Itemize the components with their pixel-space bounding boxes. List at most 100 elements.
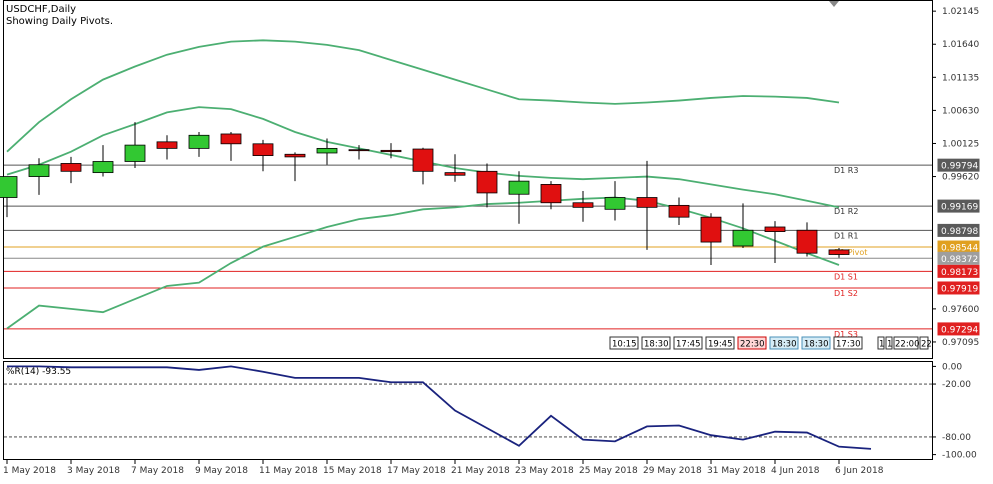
session-time-label: 22:00 (895, 340, 920, 350)
candle-body (508, 180, 530, 195)
candle (0, 176, 18, 218)
candle-body (604, 197, 626, 210)
session-time-box (769, 336, 799, 350)
candle (604, 181, 626, 221)
candle (540, 181, 562, 210)
candle (764, 221, 786, 264)
candle-body (60, 163, 82, 172)
pivot-price-box (937, 322, 980, 336)
upper-band-line (6, 39, 840, 153)
x-axis-tick-label: 29 May 2018 (643, 466, 702, 476)
candle-body (572, 202, 594, 208)
x-axis-tick-label: 9 May 2018 (195, 466, 248, 476)
x-axis-tick-label: 6 Jun 2018 (835, 466, 884, 476)
pivot-label: D1 S2 (834, 289, 858, 298)
pivot-price-label: 0.98544 (941, 244, 978, 254)
price-axis-tick-label: 1.01135 (942, 73, 979, 83)
candle-body (540, 184, 562, 204)
candle (412, 147, 434, 185)
indicator-title: %R(14) -93.55 (6, 367, 71, 377)
indicator-axis-tick-label: 0.00 (942, 362, 962, 372)
pivot-label: D1 Pivot (834, 248, 867, 257)
pivot-price-label: 0.99794 (941, 162, 978, 172)
candle (284, 152, 306, 182)
session-time-box (893, 336, 919, 350)
candle-body (92, 161, 114, 174)
symbol-title: USDCHF,Daily (6, 4, 76, 15)
indicator-axis-tick-label: -100.00 (942, 451, 977, 461)
candle-body (796, 229, 818, 254)
x-axis-tick-label: 3 May 2018 (67, 466, 120, 476)
price-axis-tick-label: 1.00125 (942, 139, 979, 149)
candle-body (700, 216, 722, 243)
candle (700, 213, 722, 265)
x-axis-tick-label: 7 May 2018 (131, 466, 184, 476)
session-time-box (833, 336, 863, 350)
pivot-price-label: 0.97919 (941, 284, 978, 294)
candle (60, 156, 82, 184)
candle (636, 160, 658, 250)
candle (732, 203, 754, 248)
pivot-price-label: 0.98372 (941, 255, 978, 265)
session-time-box (673, 336, 703, 350)
session-time-label: 17:30 (836, 340, 861, 350)
chart-shift-marker-icon[interactable] (829, 1, 839, 7)
candle (476, 163, 498, 208)
indicator-panel-frame (3, 361, 933, 460)
pivot-label: D1 R3 (834, 166, 858, 175)
session-time-label: 18:30 (772, 340, 797, 350)
candle (124, 122, 146, 169)
candle (252, 139, 274, 172)
price-axis-tick-label: 0.97095 (942, 338, 979, 348)
x-axis-tick-label: 1 May 2018 (3, 466, 56, 476)
candle-body (188, 134, 210, 149)
candle-body (764, 226, 786, 232)
x-axis-tick-label: 23 May 2018 (515, 466, 574, 476)
candle (796, 222, 818, 257)
x-axis-tick-label: 17 May 2018 (387, 466, 446, 476)
candle (220, 132, 242, 161)
x-axis-tick-label: 25 May 2018 (579, 466, 638, 476)
candle (572, 190, 594, 222)
price-axis-tick-label: 0.99620 (942, 173, 979, 183)
price-layer: D1 R3 D1 R2 D1 R1 D1 Pivot D1 S1 D1 S2 D1 S3 10… (0, 39, 932, 350)
indicator-axis-tick-label: -20.00 (942, 380, 971, 390)
indicator-layer: %R(14) -93.55 (4, 365, 932, 450)
pivot-price-box (937, 199, 980, 213)
session-time-label: 17:45 (676, 340, 701, 350)
session-time-label: 18:30 (804, 340, 829, 350)
candle (92, 145, 114, 177)
candle (28, 158, 50, 195)
candle (668, 197, 690, 226)
candle-body (444, 172, 466, 176)
candle (380, 143, 402, 159)
candle (444, 154, 466, 182)
candle (508, 171, 530, 224)
candle-body (636, 197, 658, 208)
pivot-price-label: 0.99169 (941, 203, 978, 213)
candle-body (380, 149, 402, 153)
candle-body (316, 147, 338, 154)
candle-body (124, 144, 146, 162)
candle (156, 135, 178, 160)
session-time-label: 1 (879, 340, 884, 350)
session-time-box (609, 336, 639, 350)
pivot-price-box (937, 281, 980, 295)
chart-subtitle: Showing Daily Pivots. (6, 16, 113, 27)
candle-body (668, 204, 690, 218)
williams-r-line (7, 365, 872, 450)
session-time-box (801, 336, 831, 350)
candle-body (348, 149, 370, 152)
x-axis-tick-label: 4 Jun 2018 (771, 466, 820, 476)
indicator-axis-tick-label: -80.00 (942, 433, 971, 443)
candle-body (828, 249, 850, 255)
candle-body (156, 141, 178, 149)
candle-body (732, 229, 754, 247)
candle-body (0, 176, 18, 198)
price-panel-frame (3, 0, 933, 359)
session-time-box (641, 336, 671, 350)
session-time-label: 18:30 (644, 340, 669, 350)
pivot-price-label: 0.97294 (941, 325, 978, 335)
session-time-box (919, 336, 929, 350)
pivot-label: D1 S1 (834, 272, 858, 281)
